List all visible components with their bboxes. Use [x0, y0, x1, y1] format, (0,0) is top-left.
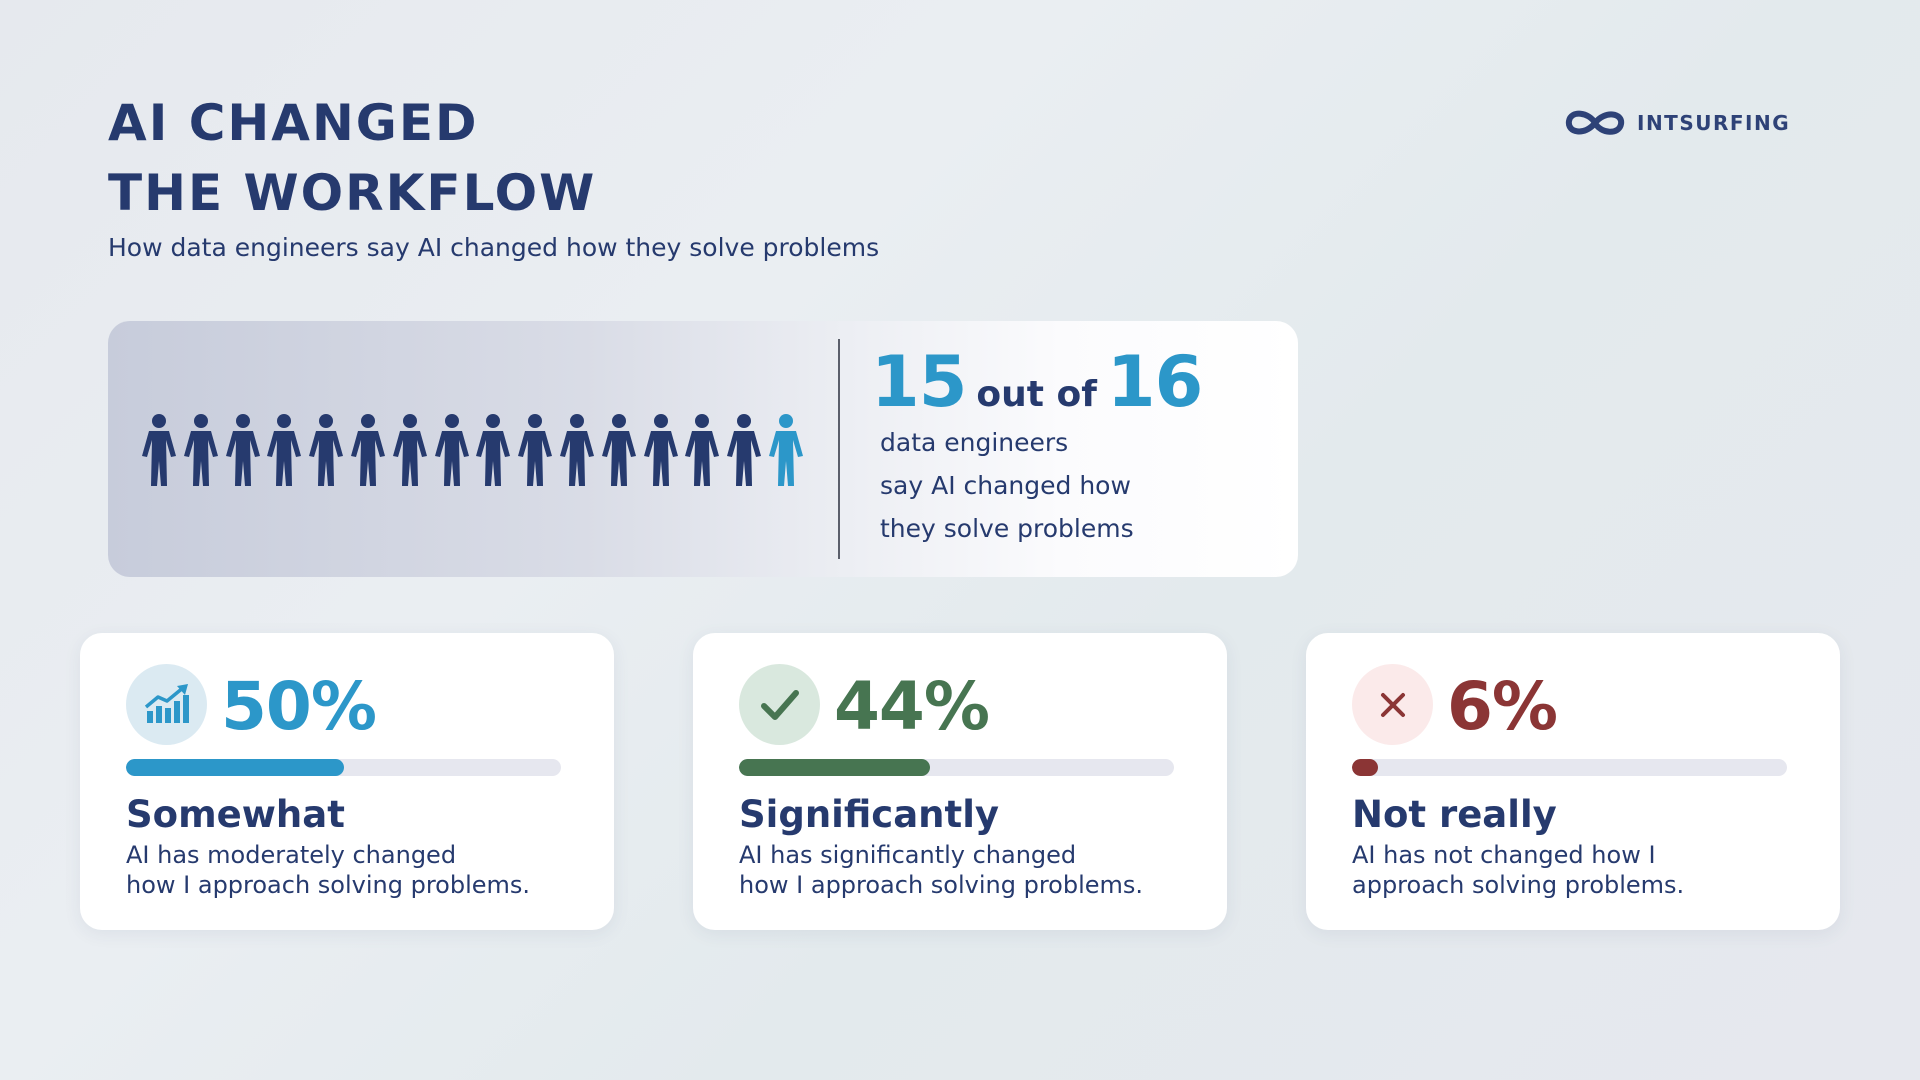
panel-divider	[838, 339, 840, 559]
person-icon	[183, 414, 218, 486]
card-description: AI has moderately changed how I approach…	[126, 840, 566, 900]
stat-desc-line-1: data engineers	[880, 428, 1069, 457]
title-line-2: THE WORKFLOW	[108, 164, 597, 222]
progress-fill	[126, 759, 344, 776]
card-somewhat: 50% Somewhat AI has moderately changed h…	[80, 633, 614, 930]
infinity-logo-icon	[1565, 110, 1625, 135]
card-label: Significantly	[739, 793, 999, 836]
progress-track	[739, 759, 1174, 776]
person-icon	[225, 414, 260, 486]
people-pictogram	[140, 411, 805, 486]
title-line-1: AI CHANGED	[108, 94, 479, 152]
person-icon	[350, 414, 385, 486]
card-description: AI has not changed how I approach solvin…	[1352, 840, 1792, 900]
person-icon	[518, 414, 553, 486]
headline-stat-panel: 15 out of 16 data engineers say AI chang…	[108, 321, 1298, 577]
progress-fill	[739, 759, 931, 776]
progress-track	[1352, 759, 1787, 776]
brand-logo: INTSURFING	[1563, 103, 1790, 143]
checkmark-icon	[739, 664, 820, 745]
person-icon	[267, 414, 302, 486]
percent-value: 44%	[834, 668, 990, 745]
person-icon	[685, 414, 720, 486]
stat-desc-line-2: say AI changed how	[880, 471, 1131, 500]
stat-total: 16	[1106, 341, 1203, 423]
card-not-really: 6% Not really AI has not changed how I a…	[1306, 633, 1840, 930]
progress-fill	[1352, 759, 1379, 776]
stat-desc-line-3: they solve problems	[880, 514, 1134, 543]
card-label: Somewhat	[126, 793, 345, 836]
card-desc-line-2: how I approach solving problems.	[739, 871, 1144, 899]
person-icon	[476, 414, 511, 486]
card-label: Not really	[1352, 793, 1557, 836]
card-desc-line-1: AI has not changed how I	[1352, 841, 1656, 869]
progress-track	[126, 759, 561, 776]
person-icon	[601, 414, 636, 486]
stat-out-of: out of	[976, 374, 1097, 415]
growth-chart-icon	[126, 664, 207, 745]
card-description: AI has significantly changed how I appro…	[739, 840, 1179, 900]
person-icon	[727, 414, 762, 486]
card-significantly: 44% Significantly AI has significantly c…	[693, 633, 1227, 930]
card-desc-line-2: approach solving problems.	[1352, 871, 1685, 899]
stat-count: 15	[871, 341, 967, 423]
person-icon	[392, 414, 427, 486]
page-title: AI CHANGED THE WORKFLOW	[108, 88, 596, 228]
headline-stat: 15 out of 16	[871, 341, 1203, 423]
person-icon	[768, 414, 803, 486]
person-icon	[643, 414, 678, 486]
percent-value: 50%	[221, 668, 377, 745]
percent-value: 6%	[1447, 668, 1558, 745]
page-subtitle: How data engineers say AI changed how th…	[108, 233, 880, 262]
card-desc-line-1: AI has moderately changed	[126, 841, 457, 869]
card-desc-line-1: AI has significantly changed	[739, 841, 1077, 869]
stat-description: data engineers say AI changed how they s…	[880, 421, 1180, 550]
person-icon	[309, 414, 344, 486]
person-icon	[559, 414, 594, 486]
close-x-icon	[1352, 664, 1433, 745]
card-desc-line-2: how I approach solving problems.	[126, 871, 531, 899]
person-icon	[142, 414, 176, 486]
person-icon	[434, 414, 469, 486]
logo-wordmark: INTSURFING	[1637, 111, 1791, 135]
